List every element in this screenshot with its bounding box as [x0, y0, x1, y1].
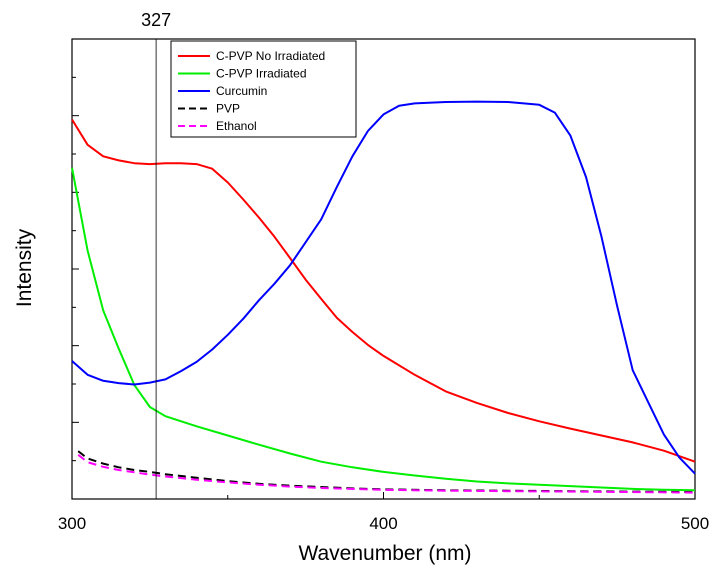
y-axis-ticks	[72, 38, 79, 500]
legend-label-pvp: PVP	[216, 102, 240, 116]
x-tick-label: 300	[58, 514, 86, 533]
series-layer	[71, 100, 696, 494]
legend-label-c-pvp-irradiated: C-PVP Irradiated	[216, 67, 307, 81]
marker-label: 327	[141, 10, 171, 30]
y-axis-title: Intensity	[13, 228, 36, 307]
x-axis-ticks: 300 400 500	[58, 492, 709, 533]
series-line-ethanol	[77, 454, 696, 494]
plot-border	[71, 38, 696, 500]
x-tick-label: 400	[369, 514, 397, 533]
legend-label-c-pvp-no-irradiated: C-PVP No Irradiated	[216, 49, 325, 63]
series-line-c-pvp-no-irradiated	[71, 118, 696, 463]
vertical-marker: 327	[141, 10, 171, 499]
legend-label-curcumin: Curcumin	[216, 84, 267, 98]
series-line-c-pvp-irradiated	[71, 167, 696, 492]
legend-label-ethanol: Ethanol	[216, 119, 257, 133]
x-axis-title: Wavenumber (nm)	[298, 542, 471, 565]
plot-frame	[71, 38, 696, 500]
series-line-curcumin	[71, 100, 696, 475]
x-tick-label: 500	[681, 514, 709, 533]
legend: C-PVP No Irradiated C-PVP Irradiated Curcu…	[170, 40, 357, 138]
